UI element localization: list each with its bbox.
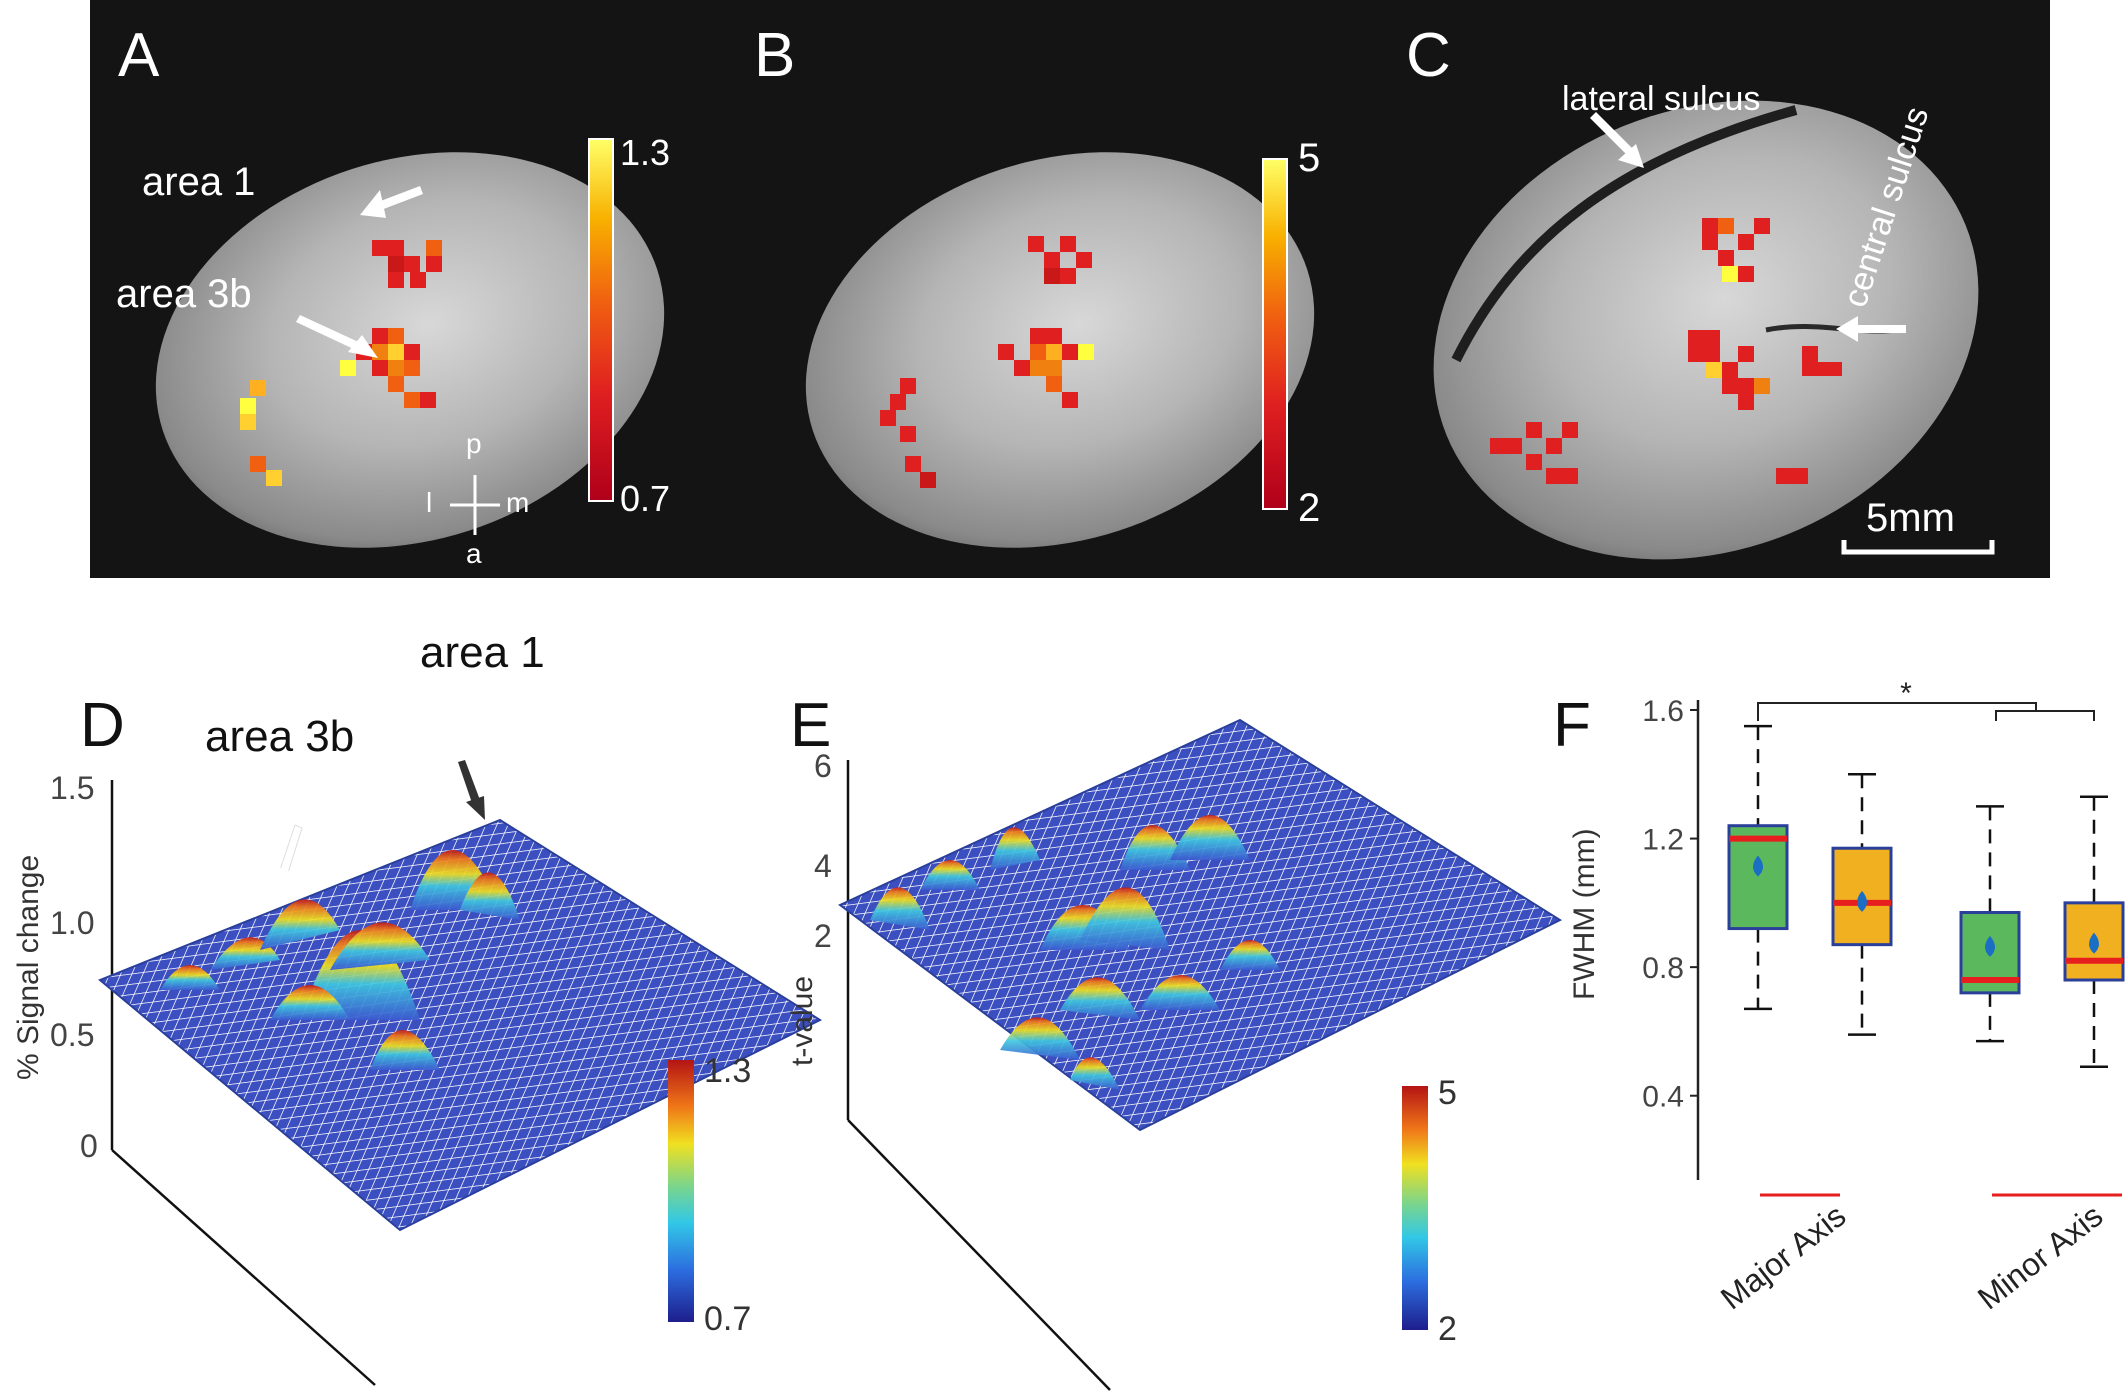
colorbar-b — [1262, 158, 1288, 510]
colorbar-e — [1402, 1086, 1428, 1330]
y-tick-label: 1.2 — [1642, 824, 1684, 857]
scale-bar — [1841, 540, 1995, 555]
colorbar-a-min: 0.7 — [620, 478, 671, 519]
axis-d-floor — [111, 1149, 376, 1386]
panel-a-image: A area 1 area 3b 1.3 0.7 p l m a — [90, 0, 740, 578]
colorbar-e-max: 5 — [1438, 1074, 1457, 1112]
colorbar-d-min: 0.7 — [704, 1300, 752, 1338]
label-area-1-d: area 1 — [420, 628, 545, 677]
arrow-lateral-sulcus — [1590, 112, 1636, 158]
ytick-d-1: 0.5 — [50, 1017, 95, 1053]
boxplot-f: 0.4 0.8 1.2 1.6 Major Axis Minor Axis * — [1642, 677, 2125, 1316]
arrow-area1-d — [458, 760, 480, 803]
arrow-central-sulcus — [1851, 325, 1906, 333]
label-area-1: area 1 — [142, 160, 256, 204]
ytick-e-1: 4 — [814, 848, 832, 884]
mean-marker — [1857, 890, 1867, 912]
surface-plot-d — [98, 760, 823, 1386]
activation-map-c — [1451, 105, 1995, 555]
lateral-sulcus-line — [1451, 105, 1798, 363]
ylabel-d: % Signal change — [12, 854, 45, 1080]
mesh-surface-e — [838, 718, 1563, 1132]
mean-marker — [2089, 932, 2099, 954]
panel-letter-d: D — [80, 691, 125, 760]
panel-c-image: C lateral sulcus central sulcus 5mm — [1396, 0, 2050, 578]
panel-letter-c: C — [1406, 21, 1451, 90]
mean-marker — [1753, 855, 1763, 877]
colorbar-b-min: 2 — [1298, 486, 1321, 530]
colorbar-a-max: 1.3 — [620, 132, 671, 173]
panel-letter-f: F — [1553, 691, 1591, 760]
y-tick-label: 1.6 — [1642, 695, 1684, 728]
colorbar-b-max: 5 — [1298, 136, 1321, 180]
surface-plot-e — [838, 718, 1563, 1391]
activation-map-b — [880, 236, 1094, 488]
ytick-d-0: 0 — [80, 1128, 98, 1164]
ytick-d-3: 1.5 — [50, 770, 95, 806]
ylabel-f: FWHM (mm) — [1568, 828, 1601, 1000]
activation-peaks-d — [160, 850, 520, 1070]
colorbar-d — [668, 1060, 694, 1322]
activation-peaks-e — [870, 815, 1280, 1090]
label-lateral-sulcus: lateral sulcus — [1562, 80, 1761, 118]
orient-p: p — [466, 428, 482, 459]
ylabel-e: t-value — [786, 975, 819, 1066]
mean-marker — [1985, 935, 1995, 957]
ytick-d-2: 1.0 — [50, 905, 95, 941]
label-area-3b: area 3b — [116, 272, 252, 316]
orient-m: m — [506, 487, 530, 518]
y-tick-label: 0.8 — [1642, 952, 1684, 985]
panel-letter-e: E — [790, 691, 832, 760]
group-label: Minor Axis — [1971, 1197, 2109, 1316]
ytick-e-0: 2 — [814, 918, 832, 954]
orient-a: a — [466, 538, 482, 569]
orient-l: l — [426, 487, 433, 518]
colorbar-a — [588, 138, 614, 502]
group-label: Major Axis — [1714, 1197, 1852, 1316]
colorbar-e-min: 2 — [1438, 1310, 1457, 1348]
panel-letter-b: B — [754, 21, 796, 90]
y-tick-label: 0.4 — [1642, 1081, 1684, 1114]
axis-e-floor — [847, 1119, 1111, 1391]
ytick-e-2: 6 — [814, 748, 832, 784]
significance-bracket — [1757, 702, 2037, 721]
activation-map-a — [240, 186, 500, 535]
significance-star: * — [1900, 677, 1912, 710]
label-area-3b-d: area 3b — [205, 712, 355, 761]
scale-bar-label: 5mm — [1866, 496, 1955, 540]
significance-bracket-sub — [1995, 710, 2095, 721]
panel-b-image: B 5 2 — [740, 0, 1396, 578]
panel-letter-a: A — [118, 21, 160, 90]
arrow-area3b — [296, 315, 365, 352]
arrow-area3b-d — [279, 824, 303, 874]
box — [1727, 824, 1789, 931]
colorbar-d-max: 1.3 — [704, 1052, 752, 1090]
